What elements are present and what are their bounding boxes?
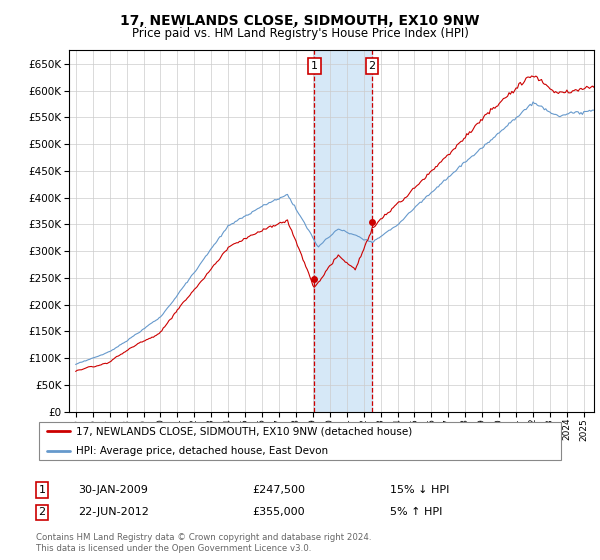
Text: 22-JUN-2012: 22-JUN-2012: [78, 507, 149, 517]
FancyBboxPatch shape: [38, 422, 562, 460]
Text: 15% ↓ HPI: 15% ↓ HPI: [390, 485, 449, 495]
Text: 1: 1: [38, 485, 46, 495]
Text: 1: 1: [311, 61, 318, 71]
Text: 2: 2: [38, 507, 46, 517]
Text: Contains HM Land Registry data © Crown copyright and database right 2024.
This d: Contains HM Land Registry data © Crown c…: [36, 533, 371, 553]
Bar: [314, 50, 372, 412]
Text: Price paid vs. HM Land Registry's House Price Index (HPI): Price paid vs. HM Land Registry's House …: [131, 27, 469, 40]
Text: £247,500: £247,500: [252, 485, 305, 495]
Text: 2: 2: [368, 61, 376, 71]
Text: HPI: Average price, detached house, East Devon: HPI: Average price, detached house, East…: [76, 446, 328, 456]
Text: 17, NEWLANDS CLOSE, SIDMOUTH, EX10 9NW (detached house): 17, NEWLANDS CLOSE, SIDMOUTH, EX10 9NW (…: [76, 426, 412, 436]
Text: 17, NEWLANDS CLOSE, SIDMOUTH, EX10 9NW: 17, NEWLANDS CLOSE, SIDMOUTH, EX10 9NW: [120, 14, 480, 28]
Text: £355,000: £355,000: [252, 507, 305, 517]
Text: 5% ↑ HPI: 5% ↑ HPI: [390, 507, 442, 517]
Text: 30-JAN-2009: 30-JAN-2009: [78, 485, 148, 495]
